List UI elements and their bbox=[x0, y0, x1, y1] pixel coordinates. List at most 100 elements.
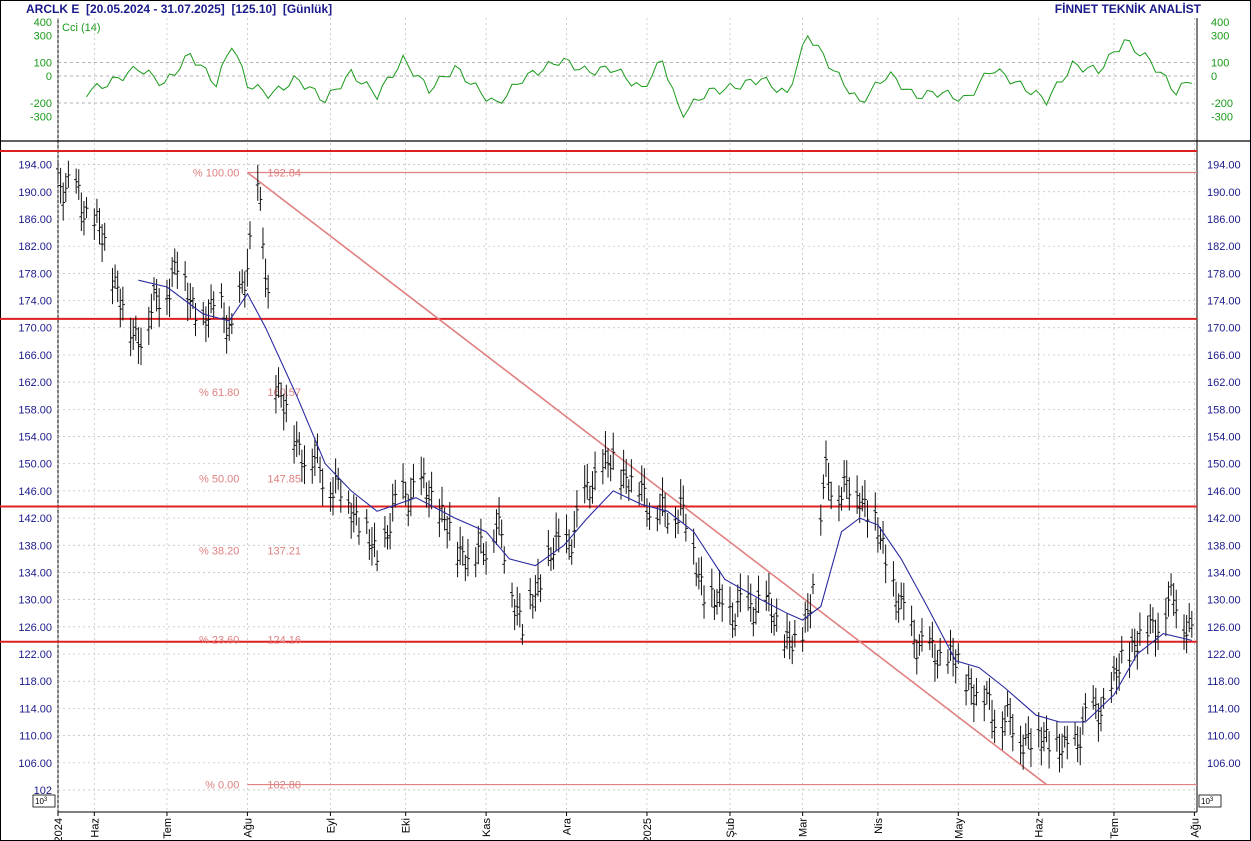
price-bar bbox=[219, 283, 224, 309]
price-bar bbox=[310, 448, 315, 484]
price-bar bbox=[465, 539, 470, 577]
price-bar bbox=[170, 257, 175, 287]
price-bar bbox=[1039, 727, 1044, 766]
price-bar bbox=[302, 445, 307, 485]
price-bar bbox=[826, 462, 831, 501]
price-bar bbox=[1044, 715, 1049, 743]
price-bar bbox=[146, 306, 151, 345]
fib-level-label: % 61.80 bbox=[199, 387, 239, 399]
price-bar bbox=[753, 597, 758, 625]
price-bar bbox=[447, 502, 452, 541]
price-bar bbox=[772, 613, 777, 636]
price-bar bbox=[1187, 603, 1192, 633]
price-bar bbox=[1174, 589, 1179, 629]
price-bar bbox=[982, 685, 987, 722]
price-bar bbox=[294, 421, 299, 457]
price-bar bbox=[512, 599, 517, 631]
price-tick-right: 142.00 bbox=[1207, 513, 1241, 525]
cci-tick-right: 400 bbox=[1211, 17, 1229, 29]
price-bar bbox=[102, 222, 107, 251]
price-bar bbox=[175, 251, 180, 289]
price-bar bbox=[292, 425, 297, 464]
price-bar bbox=[211, 291, 216, 319]
price-bar bbox=[1093, 687, 1098, 720]
price-bar bbox=[172, 248, 177, 275]
price-bar bbox=[673, 506, 678, 539]
cci-series-line bbox=[86, 34, 1192, 119]
fib-level-label: % 50.00 bbox=[199, 473, 239, 485]
cci-tick-right: 0 bbox=[1211, 71, 1217, 83]
price-bar bbox=[164, 279, 169, 316]
price-bar bbox=[945, 649, 950, 674]
price-bar bbox=[608, 454, 613, 482]
price-tick-right: 154.00 bbox=[1207, 432, 1241, 444]
price-bar bbox=[1041, 722, 1046, 752]
price-bar bbox=[774, 598, 779, 632]
price-bar bbox=[1080, 706, 1085, 735]
price-bar bbox=[738, 573, 743, 613]
price-bar bbox=[948, 629, 953, 661]
price-bar bbox=[427, 480, 432, 518]
price-bar bbox=[273, 375, 278, 414]
price-bar bbox=[1150, 607, 1155, 634]
price-bar bbox=[115, 270, 120, 303]
price-bar bbox=[97, 208, 102, 245]
price-bar bbox=[699, 556, 704, 596]
price-bar bbox=[1028, 728, 1033, 767]
price-bar bbox=[429, 471, 434, 510]
price-bar bbox=[808, 594, 813, 629]
price-bar bbox=[528, 578, 533, 610]
price-bar bbox=[92, 208, 97, 240]
price-bar bbox=[476, 525, 481, 565]
price-bar bbox=[533, 575, 538, 612]
price-bar bbox=[312, 437, 317, 476]
price-bar bbox=[328, 481, 333, 512]
chart-header-left: ARCLK E [20.05.2024 - 31.07.2025] [125.1… bbox=[26, 2, 332, 16]
cci-tick-left: 300 bbox=[34, 31, 52, 43]
price-bar bbox=[564, 514, 569, 554]
price-bar bbox=[992, 709, 997, 744]
price-tick-left: 162.00 bbox=[18, 377, 52, 389]
price-bar bbox=[419, 456, 424, 496]
price-bar bbox=[875, 517, 880, 553]
price-bar bbox=[535, 558, 540, 597]
price-bar bbox=[548, 547, 553, 571]
price-tick-left: 114.00 bbox=[19, 703, 52, 715]
units-tag-exponent: 3 bbox=[1210, 797, 1214, 803]
price-bar bbox=[894, 581, 899, 621]
price-bar bbox=[935, 650, 940, 679]
price-bar bbox=[240, 269, 245, 294]
price-bar bbox=[1047, 731, 1052, 769]
price-bar bbox=[844, 460, 849, 499]
price-bar bbox=[702, 585, 707, 619]
price-bar bbox=[515, 586, 520, 626]
price-bar bbox=[600, 449, 605, 485]
price-bar bbox=[463, 554, 468, 582]
price-bar bbox=[393, 479, 398, 508]
price-bar bbox=[881, 521, 886, 554]
price-bar bbox=[735, 584, 740, 618]
price-tick-right: 146.00 bbox=[1207, 486, 1241, 498]
price-bar bbox=[1119, 635, 1124, 664]
symbol-label: ARCLK E bbox=[26, 2, 80, 16]
price-bar bbox=[455, 541, 460, 578]
units-tag-box bbox=[1198, 794, 1222, 808]
price-tick-left: 154.00 bbox=[18, 432, 52, 444]
cci-tick-left: -300 bbox=[30, 112, 52, 124]
time-tick-label: Ara bbox=[562, 817, 574, 835]
price-bar bbox=[81, 200, 86, 236]
price-bar bbox=[1130, 628, 1135, 653]
price-tick-right: 130.00 bbox=[1207, 595, 1241, 607]
price-bar bbox=[629, 459, 634, 493]
price-bar bbox=[56, 160, 60, 184]
price-bar bbox=[927, 626, 932, 651]
cci-tick-left: 400 bbox=[34, 17, 52, 29]
price-bar bbox=[76, 169, 81, 200]
price-tick-left: 126.00 bbox=[18, 622, 52, 634]
fib-level-label: % 0.00 bbox=[205, 780, 239, 792]
price-bar bbox=[1021, 734, 1026, 770]
price-bar bbox=[990, 699, 995, 739]
cci-tick-left: 100 bbox=[34, 58, 52, 70]
price-bar bbox=[621, 449, 626, 489]
